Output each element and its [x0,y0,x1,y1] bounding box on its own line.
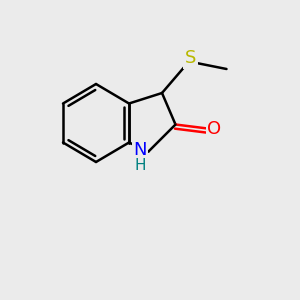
Text: H: H [134,158,146,172]
Text: O: O [207,120,222,138]
Text: S: S [185,50,196,68]
Text: N: N [133,141,147,159]
